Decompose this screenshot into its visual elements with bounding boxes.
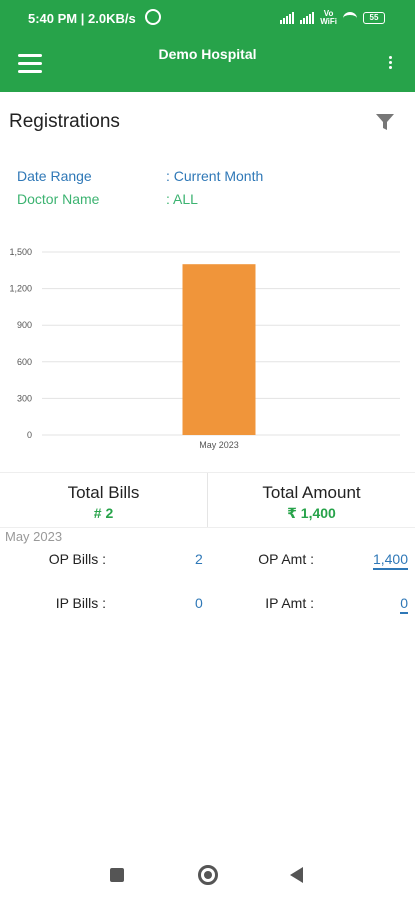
date-range-value: : Current Month (166, 168, 264, 184)
wifi-icon (343, 11, 357, 25)
y-tick-label: 1,500 (9, 247, 32, 257)
status-time: 5:40 PM | 2.0KB/s (28, 11, 136, 26)
status-icons: Vo WiFi 55 (280, 10, 385, 26)
x-tick-label: May 2023 (199, 440, 239, 450)
filter-icon[interactable] (375, 112, 395, 132)
op-amt-label: OP Amt : (258, 551, 314, 567)
summary-panel: Total Bills # 2 Total Amount ₹ 1,400 (0, 472, 415, 528)
back-icon[interactable] (290, 867, 303, 883)
y-tick-label: 0 (27, 430, 32, 440)
more-icon[interactable] (387, 56, 393, 74)
status-bar: 5:40 PM | 2.0KB/s Vo WiFi 55 (0, 0, 415, 36)
alarm-icon (145, 9, 161, 25)
op-bills-value: 2 (195, 551, 203, 567)
volte-icon: Vo WiFi (320, 9, 337, 26)
signal-icon (280, 12, 295, 24)
app-bar: Demo Hospital (0, 36, 415, 92)
month-label: May 2023 (5, 529, 63, 544)
ip-bills-value: 0 (195, 595, 203, 611)
op-row: OP Bills : 2 OP Amt : 1,400 (0, 551, 415, 571)
ip-amt-label: IP Amt : (265, 595, 314, 611)
total-bills-label: Total Bills (67, 483, 140, 502)
ip-amt-link[interactable]: 0 (400, 595, 408, 614)
total-amount-value: ₹ 1,400 (287, 505, 336, 521)
menu-icon[interactable] (18, 54, 42, 74)
date-range-label: Date Range (17, 168, 92, 184)
doctor-name-label: Doctor Name (17, 191, 100, 207)
ip-bills-label: IP Bills : (55, 595, 106, 611)
doctor-name-value: : ALL (166, 191, 198, 207)
op-bills-label: OP Bills : (48, 551, 106, 567)
y-tick-label: 600 (17, 357, 32, 367)
total-amount-cell: Total Amount ₹ 1,400 (208, 473, 415, 527)
home-icon[interactable] (198, 865, 218, 885)
system-nav-bar (0, 855, 415, 900)
battery-icon: 55 (363, 12, 385, 24)
y-tick-label: 1,200 (9, 284, 32, 294)
bar[interactable] (182, 264, 256, 435)
app-title: Demo Hospital (158, 46, 257, 62)
ip-row: IP Bills : 0 IP Amt : 0 (0, 595, 415, 615)
total-bills-value: # 2 (93, 505, 114, 521)
total-bills-cell: Total Bills # 2 (0, 473, 208, 527)
registrations-chart: 1,500 1,200 900 600 300 0 May 2023 (9, 247, 400, 450)
total-amount-label: Total Amount (262, 483, 361, 502)
y-tick-label: 300 (17, 393, 32, 403)
recents-icon[interactable] (110, 868, 124, 882)
y-tick-label: 900 (17, 320, 32, 330)
signal-icon (300, 12, 315, 24)
op-amt-link[interactable]: 1,400 (372, 551, 408, 570)
page-title: Registrations (9, 111, 120, 132)
